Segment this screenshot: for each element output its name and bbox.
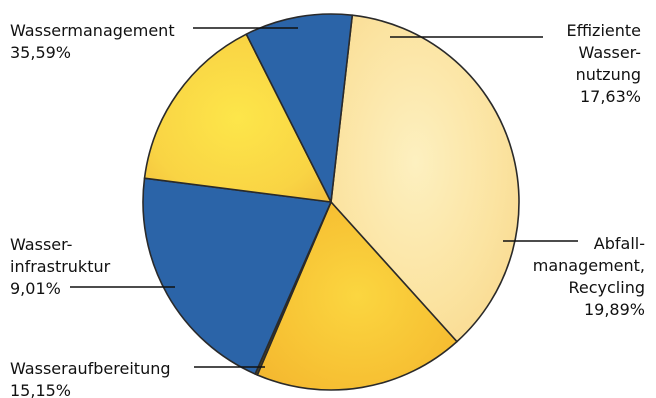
slice-label-wassermanagement: Wassermanagement xyxy=(10,21,175,40)
pie-slice-effiziente-wassernutzung xyxy=(256,201,458,391)
slice-label-wasserinfrastruktur: Wasser- xyxy=(10,235,72,254)
pie-slice-wasserinfrastruktur xyxy=(245,13,354,203)
slice-value-wasserinfrastruktur: 9,01% xyxy=(10,279,61,298)
slice-label-abfallmanagement-recycling: Recycling xyxy=(569,278,646,297)
slice-label-abfallmanagement-recycling: management, xyxy=(533,256,645,275)
slice-label-effiziente-wassernutzung: nutzung xyxy=(576,65,641,84)
pie-slices xyxy=(142,13,520,391)
slice-label-wasserinfrastruktur: infrastruktur xyxy=(10,257,111,276)
slice-label-effiziente-wassernutzung: Wasser- xyxy=(579,43,641,62)
slice-label-effiziente-wassernutzung: Effiziente xyxy=(566,21,641,40)
pie-slice-abfallmanagement-recycling xyxy=(142,177,332,375)
slice-value-wasseraufbereitung: 15,15% xyxy=(10,381,71,398)
pie-labels: Wassermanagement 35,59% Effiziente Wasser-n… xyxy=(10,21,645,398)
pie-slice-wassermanagement xyxy=(330,14,520,343)
slice-label-abfallmanagement-recycling: Abfall- xyxy=(594,234,645,253)
slice-value-wassermanagement: 35,59% xyxy=(10,43,71,62)
pie-slice-wasseraufbereitung xyxy=(143,33,332,203)
slice-label-wasseraufbereitung: Wasseraufbereitung xyxy=(10,359,171,378)
slice-value-abfallmanagement-recycling: 19,89% xyxy=(584,300,645,319)
slice-value-effiziente-wassernutzung: 17,63% xyxy=(580,87,641,106)
